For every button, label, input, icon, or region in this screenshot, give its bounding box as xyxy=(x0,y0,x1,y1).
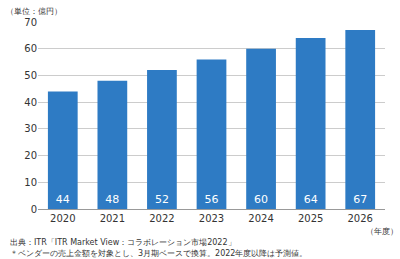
svg-text:2025: 2025 xyxy=(298,213,323,224)
svg-text:20: 20 xyxy=(24,150,37,161)
svg-text:出典：ITR「ITR Market View：コラボレーショ: 出典：ITR「ITR Market View：コラボレーション市場2022」 xyxy=(10,238,236,247)
svg-text:30: 30 xyxy=(24,123,37,134)
svg-text:0: 0 xyxy=(31,204,37,215)
svg-text:2026: 2026 xyxy=(347,213,372,224)
svg-text:64: 64 xyxy=(304,193,318,206)
svg-text:2024: 2024 xyxy=(248,213,273,224)
svg-text:60: 60 xyxy=(254,193,268,206)
svg-text:2022: 2022 xyxy=(149,213,174,224)
svg-text:52: 52 xyxy=(155,193,169,206)
svg-text:2020: 2020 xyxy=(50,213,75,224)
svg-text:2023: 2023 xyxy=(199,213,224,224)
svg-text:67: 67 xyxy=(353,193,367,206)
svg-text:40: 40 xyxy=(24,97,37,108)
svg-text:48: 48 xyxy=(105,193,119,206)
svg-text:10: 10 xyxy=(24,177,37,188)
svg-text:44: 44 xyxy=(56,193,70,206)
svg-text:70: 70 xyxy=(24,17,37,28)
svg-text:（単位：億円）: （単位：億円） xyxy=(6,7,62,16)
svg-text:56: 56 xyxy=(205,193,219,206)
svg-text:（年度）: （年度） xyxy=(366,227,398,236)
svg-text:50: 50 xyxy=(24,70,37,81)
svg-text:＊ベンダーの売上金額を対象とし、3月期ベースで換算。2022: ＊ベンダーの売上金額を対象とし、3月期ベースで換算。2022年度以降は予測値。 xyxy=(10,249,307,258)
svg-text:2021: 2021 xyxy=(100,213,125,224)
svg-text:60: 60 xyxy=(24,43,37,54)
